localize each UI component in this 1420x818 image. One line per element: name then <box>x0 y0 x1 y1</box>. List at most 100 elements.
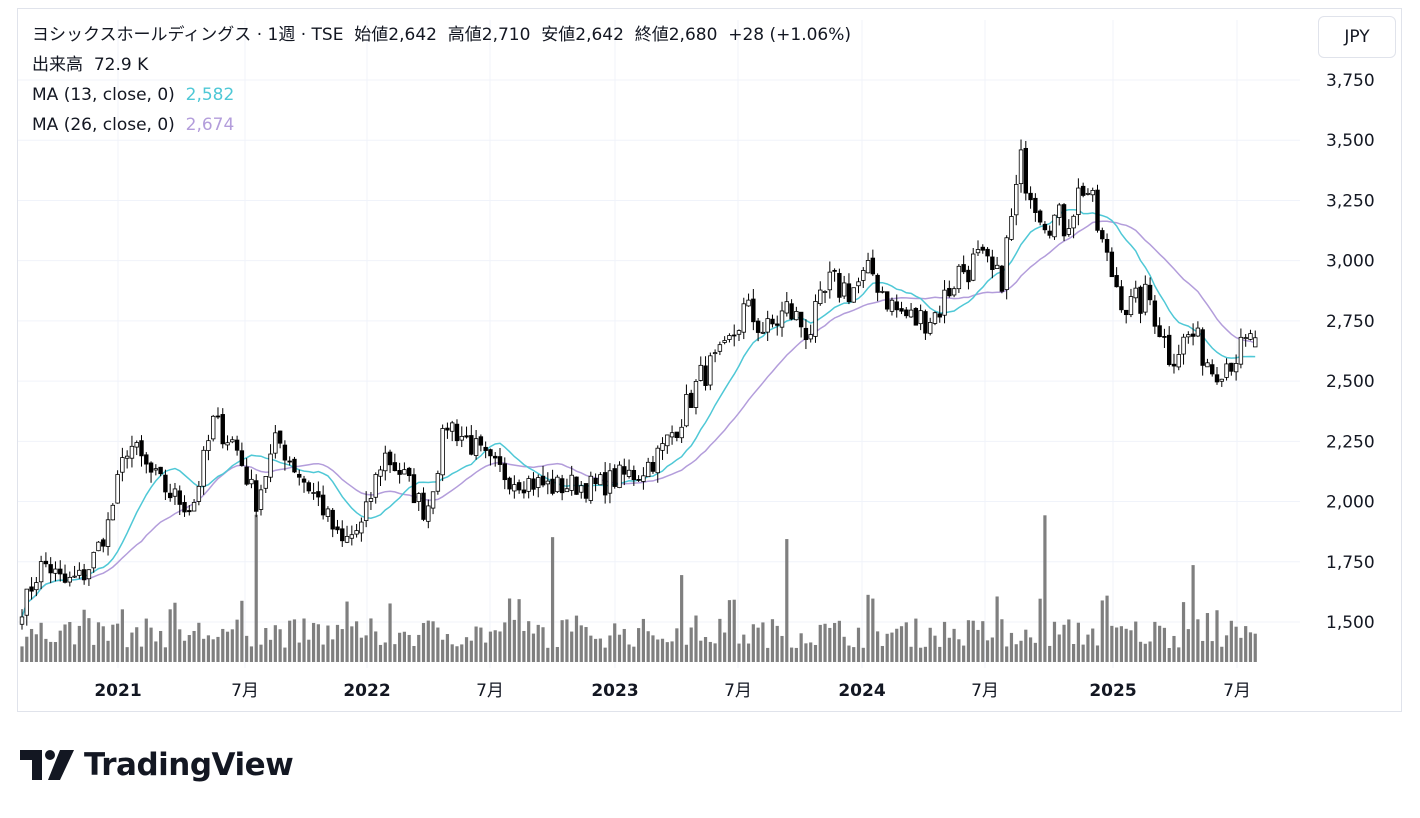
candle-body <box>669 432 675 438</box>
volume-bar <box>536 624 540 662</box>
volume-bar <box>34 634 38 662</box>
volume-bar <box>1224 635 1229 662</box>
candle-body <box>598 474 603 486</box>
tradingview-logo[interactable]: TradingView <box>20 745 294 785</box>
volume-bar <box>44 638 48 662</box>
candle-body <box>645 461 651 478</box>
close-label: 終値 <box>634 25 669 45</box>
volume-bar <box>971 620 975 662</box>
volume-bar <box>445 634 450 662</box>
volume-bar <box>699 640 703 662</box>
volume-bar <box>450 644 454 662</box>
candle-body <box>684 394 689 427</box>
volume-bar <box>871 598 875 662</box>
candle-body <box>999 265 1005 292</box>
y-tick-label: 3,250 <box>1326 191 1375 211</box>
volume-bar <box>813 644 818 662</box>
candle-body <box>449 422 455 432</box>
candle-body <box>215 415 221 418</box>
candle-body <box>631 469 637 481</box>
low-value: 2,642 <box>575 25 624 45</box>
candle-body <box>841 282 847 297</box>
volume-bar <box>966 620 971 662</box>
candle-body <box>225 442 230 446</box>
volume-bar <box>163 647 167 662</box>
volume-bar <box>173 602 177 662</box>
y-tick-label: 1,500 <box>1326 613 1375 633</box>
volume-bar <box>1201 640 1205 662</box>
candle-body <box>210 415 216 440</box>
currency-button[interactable]: JPY <box>1318 16 1396 58</box>
y-tick-label: 2,750 <box>1326 312 1375 332</box>
volume-bar <box>570 631 574 662</box>
legend-ma13-row[interactable]: MA (13, close, 0) 2,582 <box>32 84 234 106</box>
candle-body <box>1176 354 1181 368</box>
volume-bar <box>574 615 579 662</box>
volume-bar <box>1220 646 1224 662</box>
candle-body <box>741 303 746 333</box>
x-tick-label: 7月 <box>476 681 504 701</box>
candle-body <box>445 427 450 431</box>
volume-bar <box>20 646 24 662</box>
volume-bar <box>1067 619 1071 662</box>
candle-body <box>19 616 25 625</box>
candle-body <box>148 462 154 473</box>
volume-bar <box>608 635 612 662</box>
candle-body <box>320 494 326 516</box>
volume-bar <box>746 643 751 662</box>
volume-bar <box>383 642 387 662</box>
candle-body <box>583 483 589 499</box>
candle-body <box>230 439 235 443</box>
volume-bar <box>985 640 990 662</box>
candle-body <box>325 508 331 517</box>
candle-body <box>383 452 388 472</box>
candle-body <box>1033 197 1038 213</box>
volume-bar <box>503 622 507 662</box>
candle-body <box>268 453 273 478</box>
candle-body <box>928 322 933 334</box>
volume-bar <box>39 622 43 662</box>
volume-bar <box>268 639 273 662</box>
candle-body <box>1162 336 1167 338</box>
volume-bar <box>302 618 306 662</box>
candle-body <box>144 454 149 465</box>
volume-bar <box>1038 598 1042 662</box>
candle-body <box>459 435 464 441</box>
volume-bar <box>1014 644 1018 662</box>
volume-bar <box>637 628 641 662</box>
candle-body <box>1004 237 1009 290</box>
volume-bar <box>909 646 913 662</box>
volume-bar <box>555 646 559 662</box>
volume-bar <box>1148 641 1152 662</box>
volume-bar <box>1024 629 1028 662</box>
candle-body <box>1229 362 1234 372</box>
volume-bar <box>656 639 660 662</box>
candle-body <box>77 569 82 576</box>
high-label: 高値 <box>447 25 482 45</box>
volume-bar <box>135 627 139 662</box>
candle-body <box>1190 333 1196 337</box>
volume-bar <box>522 630 526 662</box>
candle-body <box>727 335 732 340</box>
candle-body <box>1061 204 1067 237</box>
volume-bar <box>1186 629 1190 662</box>
candle-body <box>985 248 990 257</box>
candle-body <box>760 331 766 334</box>
volume-bar <box>369 618 373 662</box>
candle-body <box>612 468 617 487</box>
candle-body <box>129 445 135 459</box>
volume-bar <box>441 639 445 662</box>
candle-body <box>736 330 742 335</box>
legend-ma26-row[interactable]: MA (26, close, 0) 2,674 <box>32 114 234 136</box>
volume-bar <box>106 640 110 662</box>
volume-bar <box>761 622 765 662</box>
x-tick-label: 2022 <box>343 681 390 701</box>
volume-bar <box>87 618 91 662</box>
volume-bar <box>560 620 564 662</box>
candle-body <box>469 435 474 455</box>
volume-bar <box>789 647 794 662</box>
candle-body <box>124 455 130 459</box>
volume-bar <box>326 625 330 662</box>
candle-body <box>406 467 412 477</box>
